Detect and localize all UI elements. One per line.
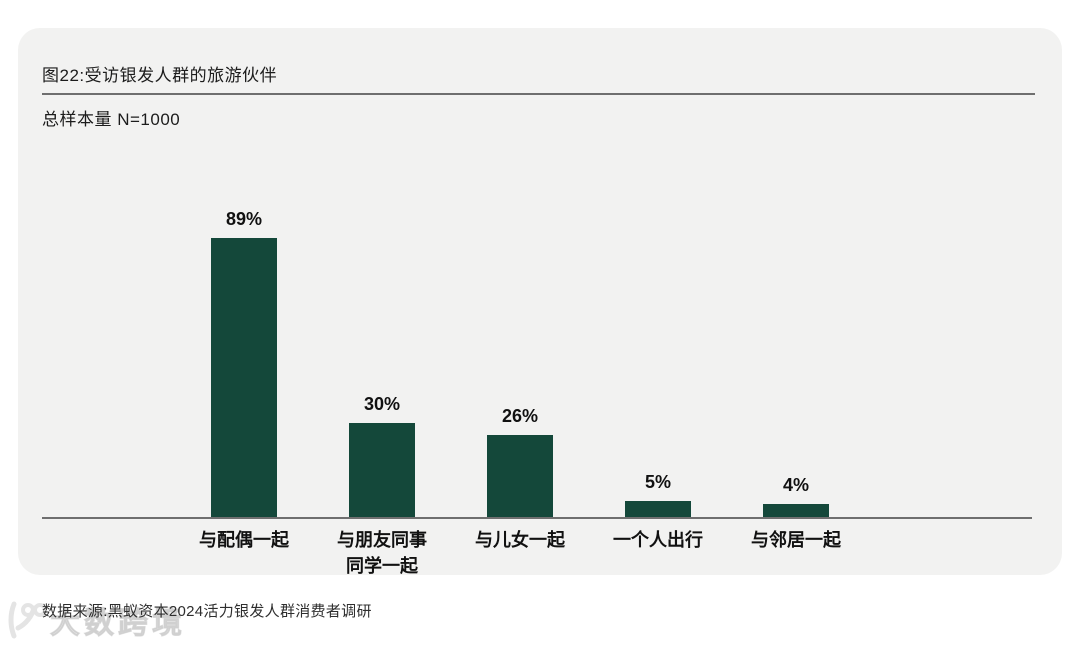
bar-value-label: 26%	[501, 406, 539, 426]
bar	[625, 501, 691, 517]
bar-value-label: 89%	[225, 209, 263, 229]
bar	[349, 423, 415, 517]
data-source-note: 数据来源:黑蚁资本2024活力银发人群消费者调研	[42, 603, 372, 620]
x-axis-category-label: 与朋友同事 同学一起	[337, 530, 427, 576]
bar-value-label: 5%	[644, 472, 671, 492]
x-axis-category-label: 与邻居一起	[751, 530, 841, 550]
sample-size-note: 总样本量 N=1000	[42, 110, 181, 129]
x-axis-category-label: 与配偶一起	[199, 530, 289, 550]
chart-card: 图22:受访银发人群的旅游伙伴 总样本量 N=1000 89% 30% 26% 5% 4…	[18, 28, 1062, 576]
watermark-label: 大数跨境	[50, 607, 186, 641]
chart-title: 图22:受访银发人群的旅游伙伴	[42, 66, 278, 85]
bar	[211, 238, 277, 517]
bar-chart: 89% 30% 26% 5% 4% 与配偶一起 与朋友同事 同学一起 与儿女一起 一个人出行 与…	[42, 209, 1032, 576]
x-axis-category-label: 一个人出行	[613, 530, 703, 550]
title-divider	[42, 93, 1035, 95]
x-axis-line	[42, 517, 1032, 519]
bar	[763, 504, 829, 517]
bar-value-label: 4%	[782, 475, 809, 495]
bar-value-label: 30%	[363, 394, 401, 414]
x-axis-category-label: 与儿女一起	[475, 530, 565, 550]
plot-area: 89% 30% 26% 5% 4%	[42, 209, 1032, 517]
watermark: 大数跨境	[6, 598, 186, 642]
bar	[487, 435, 553, 517]
watermark-logo-icon	[8, 601, 47, 639]
